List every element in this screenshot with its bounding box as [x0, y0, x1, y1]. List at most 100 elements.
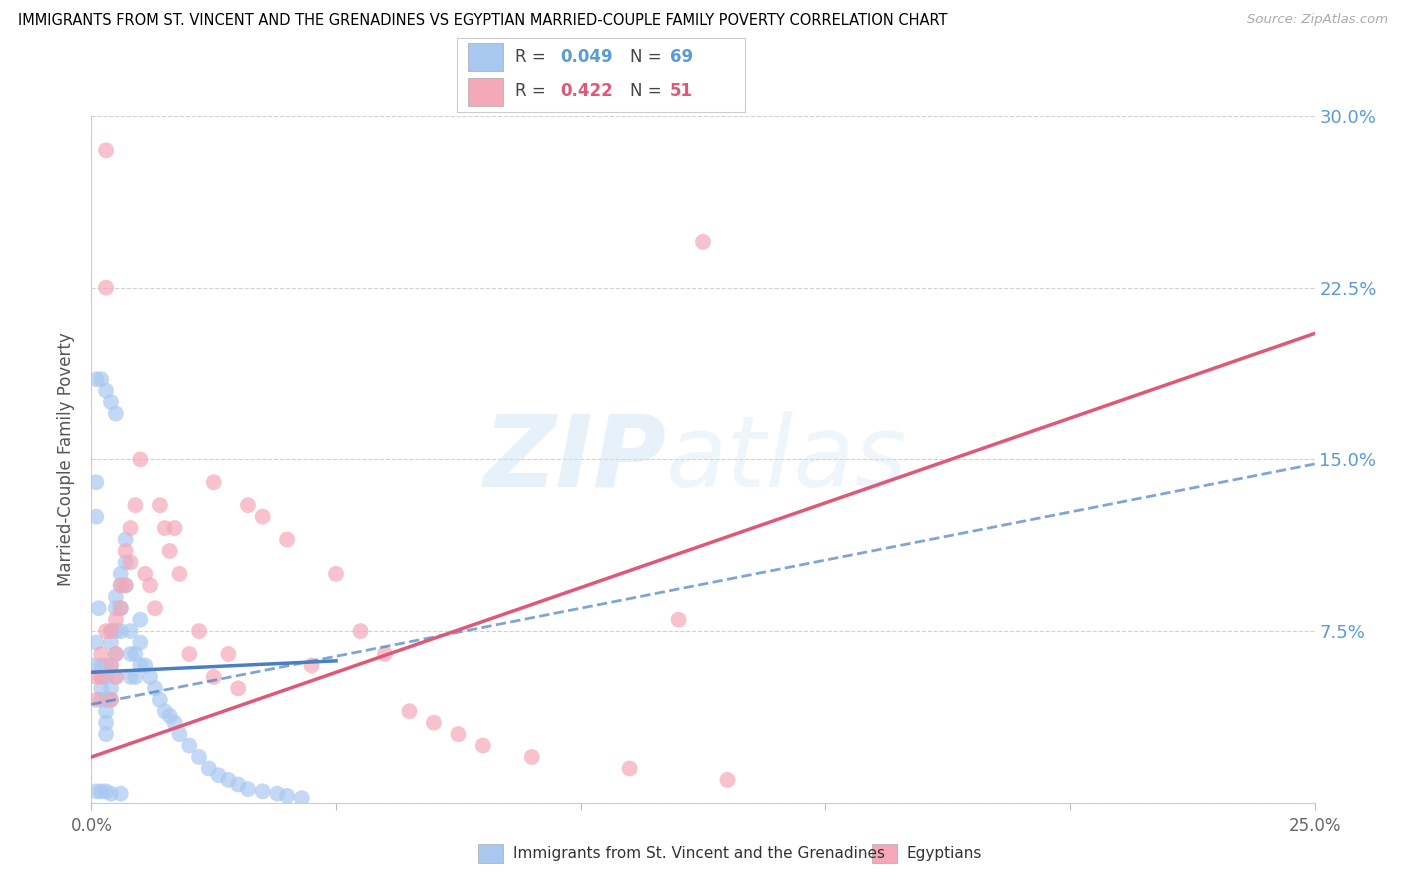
Point: [153, 521, 176, 535]
Point: [188, 624, 211, 639]
Point: [114, 555, 136, 570]
Point: [114, 533, 136, 547]
Text: IMMIGRANTS FROM ST. VINCENT AND THE GRENADINES VS EGYPTIAN MARRIED-COUPLE FAMILY: IMMIGRANTS FROM ST. VINCENT AND THE GREN…: [18, 13, 948, 29]
Point: [90, 670, 112, 684]
Point: [104, 670, 127, 684]
Point: [188, 750, 211, 764]
Point: [104, 590, 127, 604]
Point: [291, 791, 314, 805]
Point: [110, 566, 132, 581]
Point: [90, 784, 112, 798]
Point: [120, 624, 142, 639]
Point: [94, 727, 117, 741]
Point: [100, 692, 122, 706]
Point: [252, 509, 274, 524]
Point: [94, 658, 117, 673]
Point: [149, 692, 172, 706]
Point: [619, 761, 641, 775]
Point: [374, 647, 396, 661]
Point: [100, 692, 122, 706]
Text: 0.049: 0.049: [561, 47, 613, 66]
Point: [110, 601, 132, 615]
Point: [163, 715, 186, 730]
Point: [129, 658, 152, 673]
Point: [179, 647, 201, 661]
Point: [120, 647, 142, 661]
Point: [90, 658, 112, 673]
Point: [129, 613, 152, 627]
Point: [217, 772, 239, 787]
Point: [94, 692, 117, 706]
Point: [110, 624, 132, 639]
Point: [124, 498, 146, 512]
Point: [217, 647, 239, 661]
Point: [100, 658, 122, 673]
Point: [84, 475, 107, 490]
Point: [520, 750, 543, 764]
Text: atlas: atlas: [666, 411, 908, 508]
Point: [120, 670, 142, 684]
Point: [114, 544, 136, 558]
Point: [94, 715, 117, 730]
Point: [143, 681, 166, 696]
Point: [139, 670, 162, 684]
Point: [90, 647, 112, 661]
Point: [276, 533, 298, 547]
Point: [169, 727, 191, 741]
Text: R =: R =: [515, 47, 551, 66]
Point: [668, 613, 690, 627]
Point: [179, 739, 201, 753]
Point: [716, 772, 738, 787]
Point: [226, 681, 249, 696]
Point: [104, 670, 127, 684]
Point: [134, 566, 156, 581]
Point: [129, 635, 152, 649]
Point: [110, 578, 132, 592]
Point: [692, 235, 714, 249]
Point: [104, 601, 127, 615]
Point: [169, 566, 191, 581]
Point: [100, 395, 122, 409]
Point: [100, 624, 122, 639]
Point: [276, 789, 298, 803]
Point: [84, 372, 107, 386]
Point: [124, 670, 146, 684]
Point: [94, 784, 117, 798]
Point: [114, 578, 136, 592]
Point: [94, 144, 117, 158]
Point: [149, 498, 172, 512]
Text: Immigrants from St. Vincent and the Grenadines: Immigrants from St. Vincent and the Gren…: [513, 847, 886, 861]
Point: [110, 787, 132, 801]
Point: [124, 647, 146, 661]
Point: [325, 566, 347, 581]
Point: [104, 613, 127, 627]
Point: [423, 715, 446, 730]
Point: [84, 784, 107, 798]
Point: [202, 475, 225, 490]
Point: [163, 521, 186, 535]
Point: [349, 624, 371, 639]
Point: [236, 498, 259, 512]
Point: [87, 601, 110, 615]
Bar: [468, 44, 503, 71]
Point: [100, 635, 122, 649]
Point: [134, 658, 156, 673]
Point: [301, 658, 323, 673]
Bar: [468, 78, 503, 105]
Point: [94, 384, 117, 398]
Point: [84, 635, 107, 649]
Point: [129, 452, 152, 467]
Point: [110, 578, 132, 592]
Point: [159, 544, 181, 558]
Text: Source: ZipAtlas.com: Source: ZipAtlas.com: [1247, 13, 1388, 27]
Text: Egyptians: Egyptians: [907, 847, 983, 861]
Point: [139, 578, 162, 592]
Text: ZIP: ZIP: [484, 411, 666, 508]
Point: [100, 681, 122, 696]
Text: R =: R =: [515, 82, 551, 100]
Point: [447, 727, 470, 741]
Point: [94, 670, 117, 684]
Point: [252, 784, 274, 798]
Point: [159, 708, 181, 723]
Point: [84, 692, 107, 706]
